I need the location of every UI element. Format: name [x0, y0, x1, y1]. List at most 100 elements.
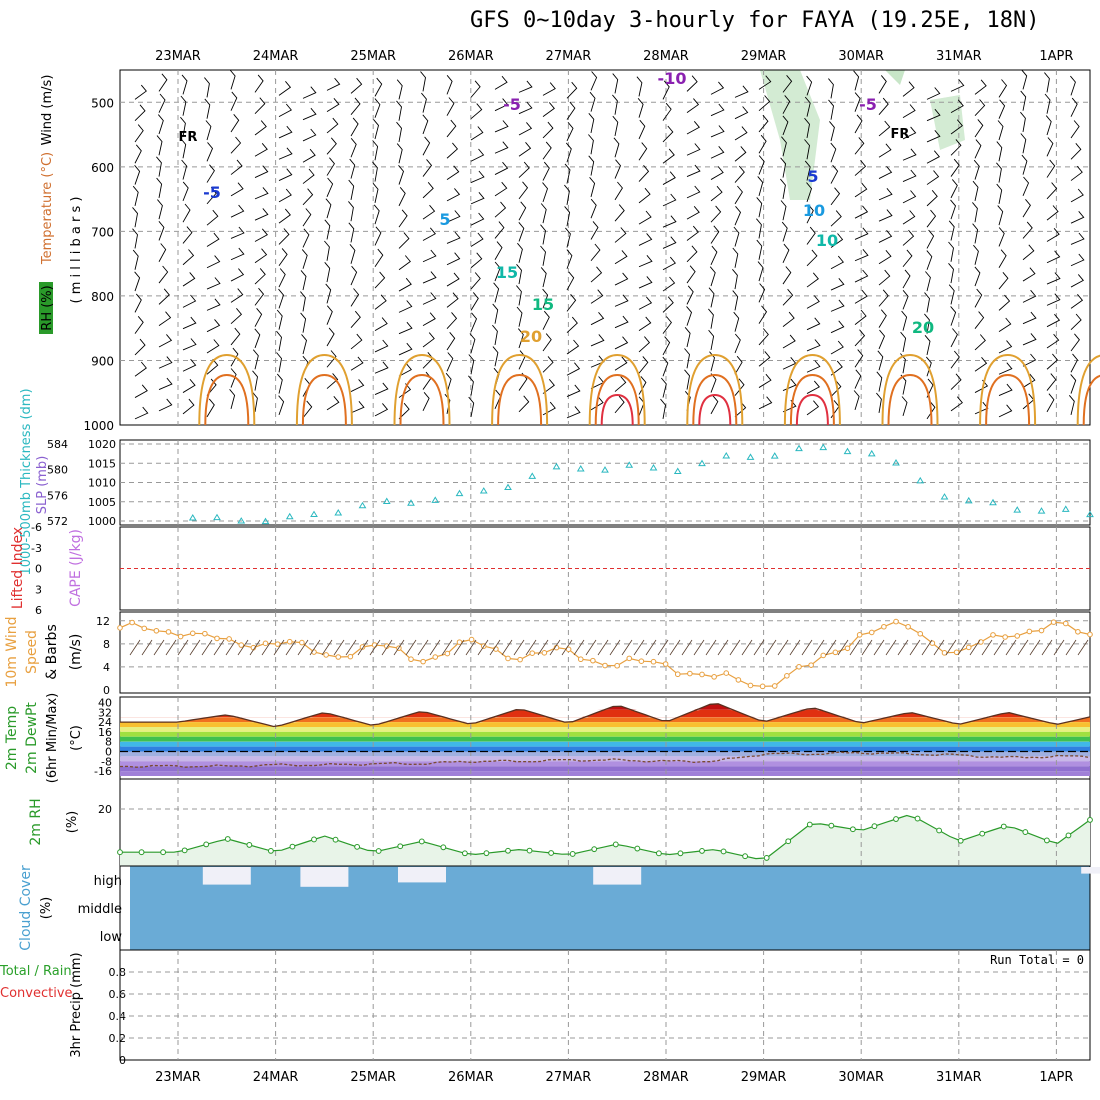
wind-barb [1070, 374, 1077, 394]
wind-barb [708, 287, 715, 308]
top-date-label: 1APR [1039, 49, 1073, 64]
wind-barb [662, 236, 677, 249]
wind-barb [1070, 97, 1078, 117]
wind-barb [780, 157, 787, 178]
wind-barb [758, 305, 768, 324]
wind-barb [924, 313, 930, 334]
temp2m-label: 2m Temp [4, 706, 20, 770]
rh2m-point [267, 847, 274, 854]
wind-barb [516, 306, 523, 327]
wind-barb [1021, 69, 1028, 90]
wind-barb [470, 170, 485, 183]
wind-barb [950, 179, 958, 199]
wind-barb [276, 373, 283, 394]
wind-axis-label: Wind (m/s) [40, 75, 55, 146]
wind-barb [566, 362, 581, 376]
wind-speed-point [905, 623, 911, 630]
wind-barb [806, 317, 821, 331]
wind-barb [782, 95, 791, 114]
wind-barb [398, 255, 411, 271]
wind-barb [494, 201, 507, 218]
wind-barb [326, 350, 337, 368]
wind-barb [158, 243, 167, 262]
wind-barb [518, 80, 533, 93]
wind-barb [854, 309, 867, 326]
thickness-tick-label: 580 [47, 464, 68, 477]
wind-barb [854, 249, 869, 262]
wind-barb [830, 380, 842, 397]
wind-speed-point [1075, 628, 1081, 635]
wind-barb [781, 136, 787, 157]
wind-barb-small [489, 639, 501, 656]
wind-barb-small [801, 639, 813, 656]
wind-barb-small [813, 639, 825, 656]
wind-barb [276, 309, 283, 330]
wind-barb [804, 117, 810, 139]
wind-barb [302, 188, 314, 206]
wind-barb-small [249, 639, 261, 656]
wind-barb [998, 272, 1009, 290]
contour-label: 15 [496, 263, 518, 282]
wind-barb [926, 209, 937, 228]
wind-barb [614, 250, 628, 265]
rh2m-point [591, 846, 598, 853]
wind-speed-point [735, 677, 742, 683]
wind-barb [614, 395, 625, 414]
wind-barb [974, 288, 983, 308]
wind-speed-point [1026, 628, 1033, 635]
wind-barb [901, 310, 908, 331]
wind-barb [590, 71, 598, 91]
wind-barb [806, 380, 820, 394]
wind-barb [230, 368, 237, 388]
wind-barb [996, 183, 1003, 204]
top-date-label: 31MAR [936, 49, 982, 64]
wind-barb [901, 396, 908, 416]
wind-speed-point [141, 625, 148, 632]
thickness-marker [334, 508, 343, 516]
wind-barb [252, 391, 258, 412]
wind-barb-small [741, 639, 753, 656]
wind-barb-small [693, 639, 705, 656]
wind-barb [398, 342, 413, 356]
wind-barb [636, 76, 643, 97]
wind-barb-small [129, 639, 141, 656]
wind-barb [925, 271, 931, 292]
top-date-label: 23MAR [155, 49, 201, 64]
wind-barb [854, 227, 869, 240]
wind-speed-point [565, 646, 572, 653]
wind-speed-point [1038, 627, 1045, 634]
cloud-row-label-high: high [94, 874, 122, 889]
wind-speed-point [917, 630, 924, 637]
wind-barb [230, 268, 245, 282]
wind-barb [734, 106, 749, 120]
wind-barb [876, 392, 882, 413]
wind-speed-point [771, 683, 778, 689]
thickness-marker [285, 512, 294, 520]
wind-barb [997, 205, 1004, 226]
wind-barb [374, 294, 387, 310]
warm-contour [588, 353, 646, 426]
wind10-label: 10m Wind [4, 616, 20, 687]
wind-barb [566, 101, 576, 120]
thickness-marker [940, 493, 949, 500]
wind-barb [1044, 72, 1050, 93]
wind-barb [974, 119, 984, 138]
rh2m-point [224, 836, 231, 842]
temp-tick-label: 8 [105, 736, 112, 749]
warm-contour [1076, 354, 1100, 426]
wind-barb [804, 96, 811, 117]
warm-contour [692, 373, 738, 426]
wind-barb [998, 362, 1013, 375]
temp-band [120, 709, 1090, 718]
wind-barb [278, 395, 285, 416]
wind-barb [854, 137, 865, 155]
wind-barb-small [873, 639, 885, 656]
wind-barb [349, 158, 356, 179]
wind-barb [156, 177, 163, 198]
rh2m-point [806, 821, 813, 828]
wind-barb [590, 266, 603, 283]
wind-barb [542, 310, 550, 330]
wind-barb [758, 373, 772, 388]
wind-barb [806, 226, 816, 245]
wind-barb [300, 312, 307, 333]
